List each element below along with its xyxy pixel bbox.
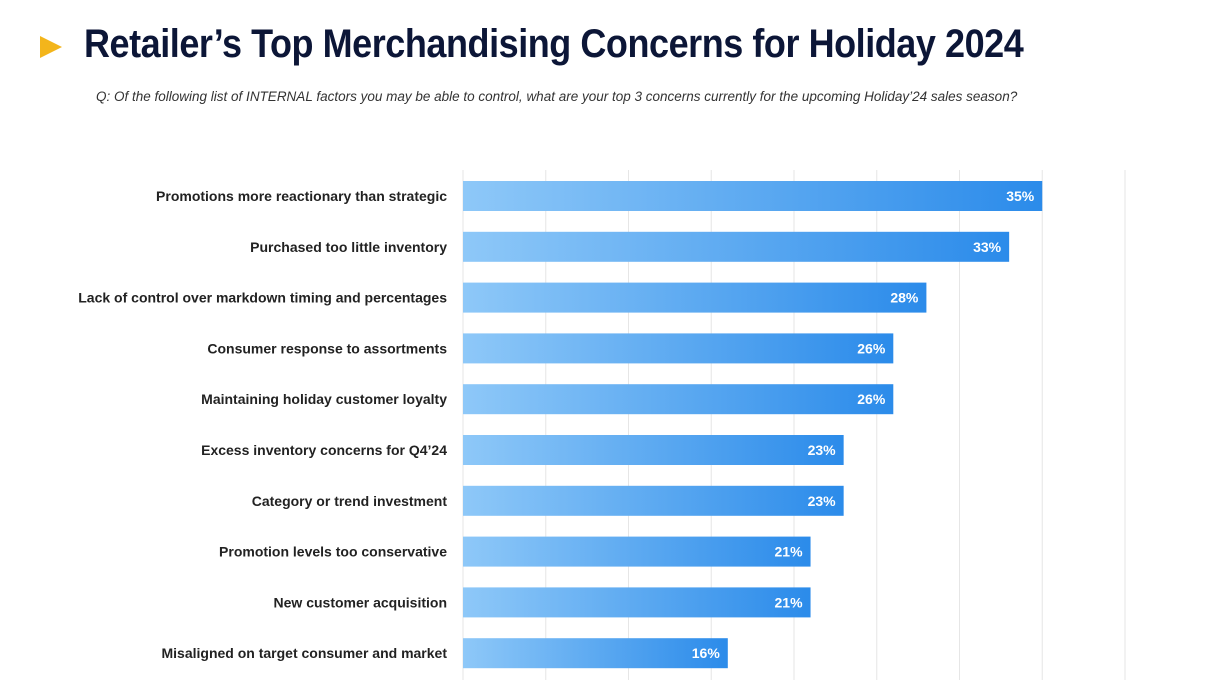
bar (463, 638, 728, 669)
title-row: Retailer’s Top Merchandising Concerns fo… (40, 22, 1128, 67)
survey-question: Q: Of the following list of INTERNAL fac… (96, 89, 1018, 104)
value-label: 35% (1006, 188, 1035, 204)
play-arrow-icon (40, 35, 62, 58)
category-label: Excess inventory concerns for Q4’24 (201, 442, 447, 458)
value-label: 26% (857, 340, 886, 356)
category-label: Purchased too little inventory (250, 239, 447, 255)
bar (463, 485, 844, 516)
bars: Promotions more reactionary than strateg… (78, 181, 1043, 669)
category-label: New customer acquisition (274, 594, 447, 610)
bar (463, 384, 894, 415)
category-label: Category or trend investment (252, 493, 448, 509)
value-label: 21% (775, 594, 804, 610)
bar (463, 231, 1010, 262)
category-label: Misaligned on target consumer and market (161, 645, 447, 661)
value-label: 33% (973, 239, 1002, 255)
category-label: Promotions more reactionary than strateg… (156, 188, 447, 204)
value-label: 23% (808, 442, 837, 458)
page-title: Retailer’s Top Merchandising Concerns fo… (84, 22, 1024, 66)
category-label: Lack of control over markdown timing and… (78, 290, 447, 306)
bar (463, 587, 811, 618)
bar (463, 181, 1043, 211)
value-label: 23% (808, 493, 837, 509)
category-label: Consumer response to assortments (207, 340, 447, 356)
value-label: 26% (857, 391, 886, 407)
category-label: Maintaining holiday customer loyalty (201, 391, 447, 407)
value-label: 28% (890, 290, 919, 306)
bar (463, 435, 844, 465)
value-label: 21% (775, 544, 804, 560)
bar (463, 282, 927, 313)
category-label: Promotion levels too conservative (219, 544, 447, 560)
bar (463, 333, 894, 364)
value-label: 16% (692, 645, 721, 661)
bar (463, 536, 811, 567)
